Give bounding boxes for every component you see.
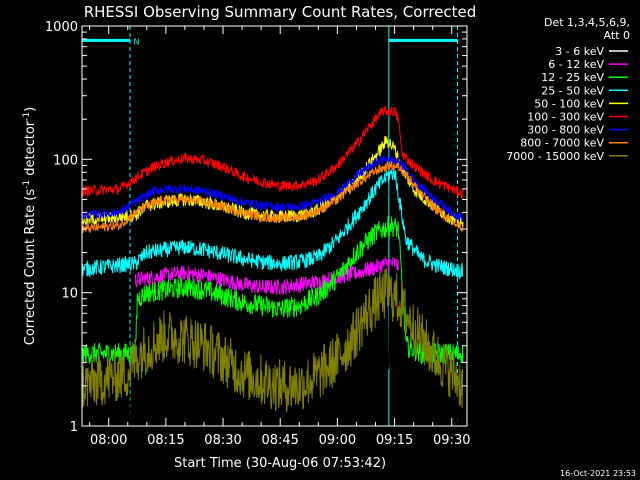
x-tick-label: 09:15	[376, 433, 413, 448]
x-tick-label: 09:30	[433, 433, 470, 448]
x-tick-label: 09:00	[319, 433, 356, 448]
legend-label-6: 100 - 300 keV	[527, 111, 604, 124]
y-tick-label: 10	[61, 287, 78, 302]
legend-label-1: 3 - 6 keV	[555, 45, 604, 58]
y-axis-ticks: 1 10 100 1000	[45, 20, 467, 435]
series-line-4	[82, 168, 464, 280]
x-tick-label: 08:45	[261, 433, 298, 448]
series-line-8	[82, 160, 464, 234]
legend-label-4: 25 - 50 keV	[541, 84, 604, 97]
legend-label-8: 800 - 7000 keV	[520, 137, 604, 150]
y-axis-label: Corrected Count Rate (s-1 detector-1)	[22, 107, 38, 345]
legend-title-1: Det 1,3,4,5,6,9,	[544, 16, 630, 29]
y-axis-label-sup2: -1	[22, 112, 32, 121]
legend-label-7: 300 - 800 keV	[527, 124, 604, 137]
flag-label: N	[133, 37, 139, 46]
x-tick-label: 08:15	[147, 433, 184, 448]
y-tick-label: 1000	[45, 20, 78, 35]
legend-title-2: Att 0	[604, 29, 630, 42]
footer-date: 16-Oct-2021 23:53	[560, 469, 636, 478]
x-tick-label: 08:00	[90, 433, 127, 448]
series-line-6	[82, 105, 464, 199]
flag-bars: N	[82, 37, 458, 46]
chart-title: RHESSI Observing Summary Count Rates, Co…	[84, 3, 477, 21]
y-axis-label-mid: detector	[23, 120, 38, 180]
series-line-7	[82, 154, 464, 223]
x-axis-ticks: 08:00 08:15 08:30 08:45 09:00 09:15 09:30	[89, 26, 470, 448]
x-axis-label: Start Time (30-Aug-06 07:53:42)	[174, 456, 386, 471]
legend-label-5: 50 - 100 keV	[534, 97, 604, 110]
legend-label-9: 7000 - 15000 keV	[506, 150, 604, 163]
y-tick-label: 100	[53, 153, 78, 168]
series-line-3	[82, 216, 464, 365]
series-line-9	[82, 268, 464, 413]
y-axis-label-sup1: -1	[22, 180, 32, 189]
legend-label-2: 6 - 12 keV	[548, 58, 604, 71]
series-line-2	[134, 256, 399, 295]
x-tick-label: 08:30	[204, 433, 241, 448]
legend-label-3: 12 - 25 keV	[541, 71, 604, 84]
y-axis-label-main: Corrected Count Rate (s	[23, 189, 38, 346]
series-line-1	[82, 284, 464, 426]
y-axis-label-end: )	[23, 107, 38, 112]
plot-frame	[81, 25, 468, 427]
y-tick-label: 1	[70, 420, 78, 435]
data-series	[82, 105, 464, 426]
